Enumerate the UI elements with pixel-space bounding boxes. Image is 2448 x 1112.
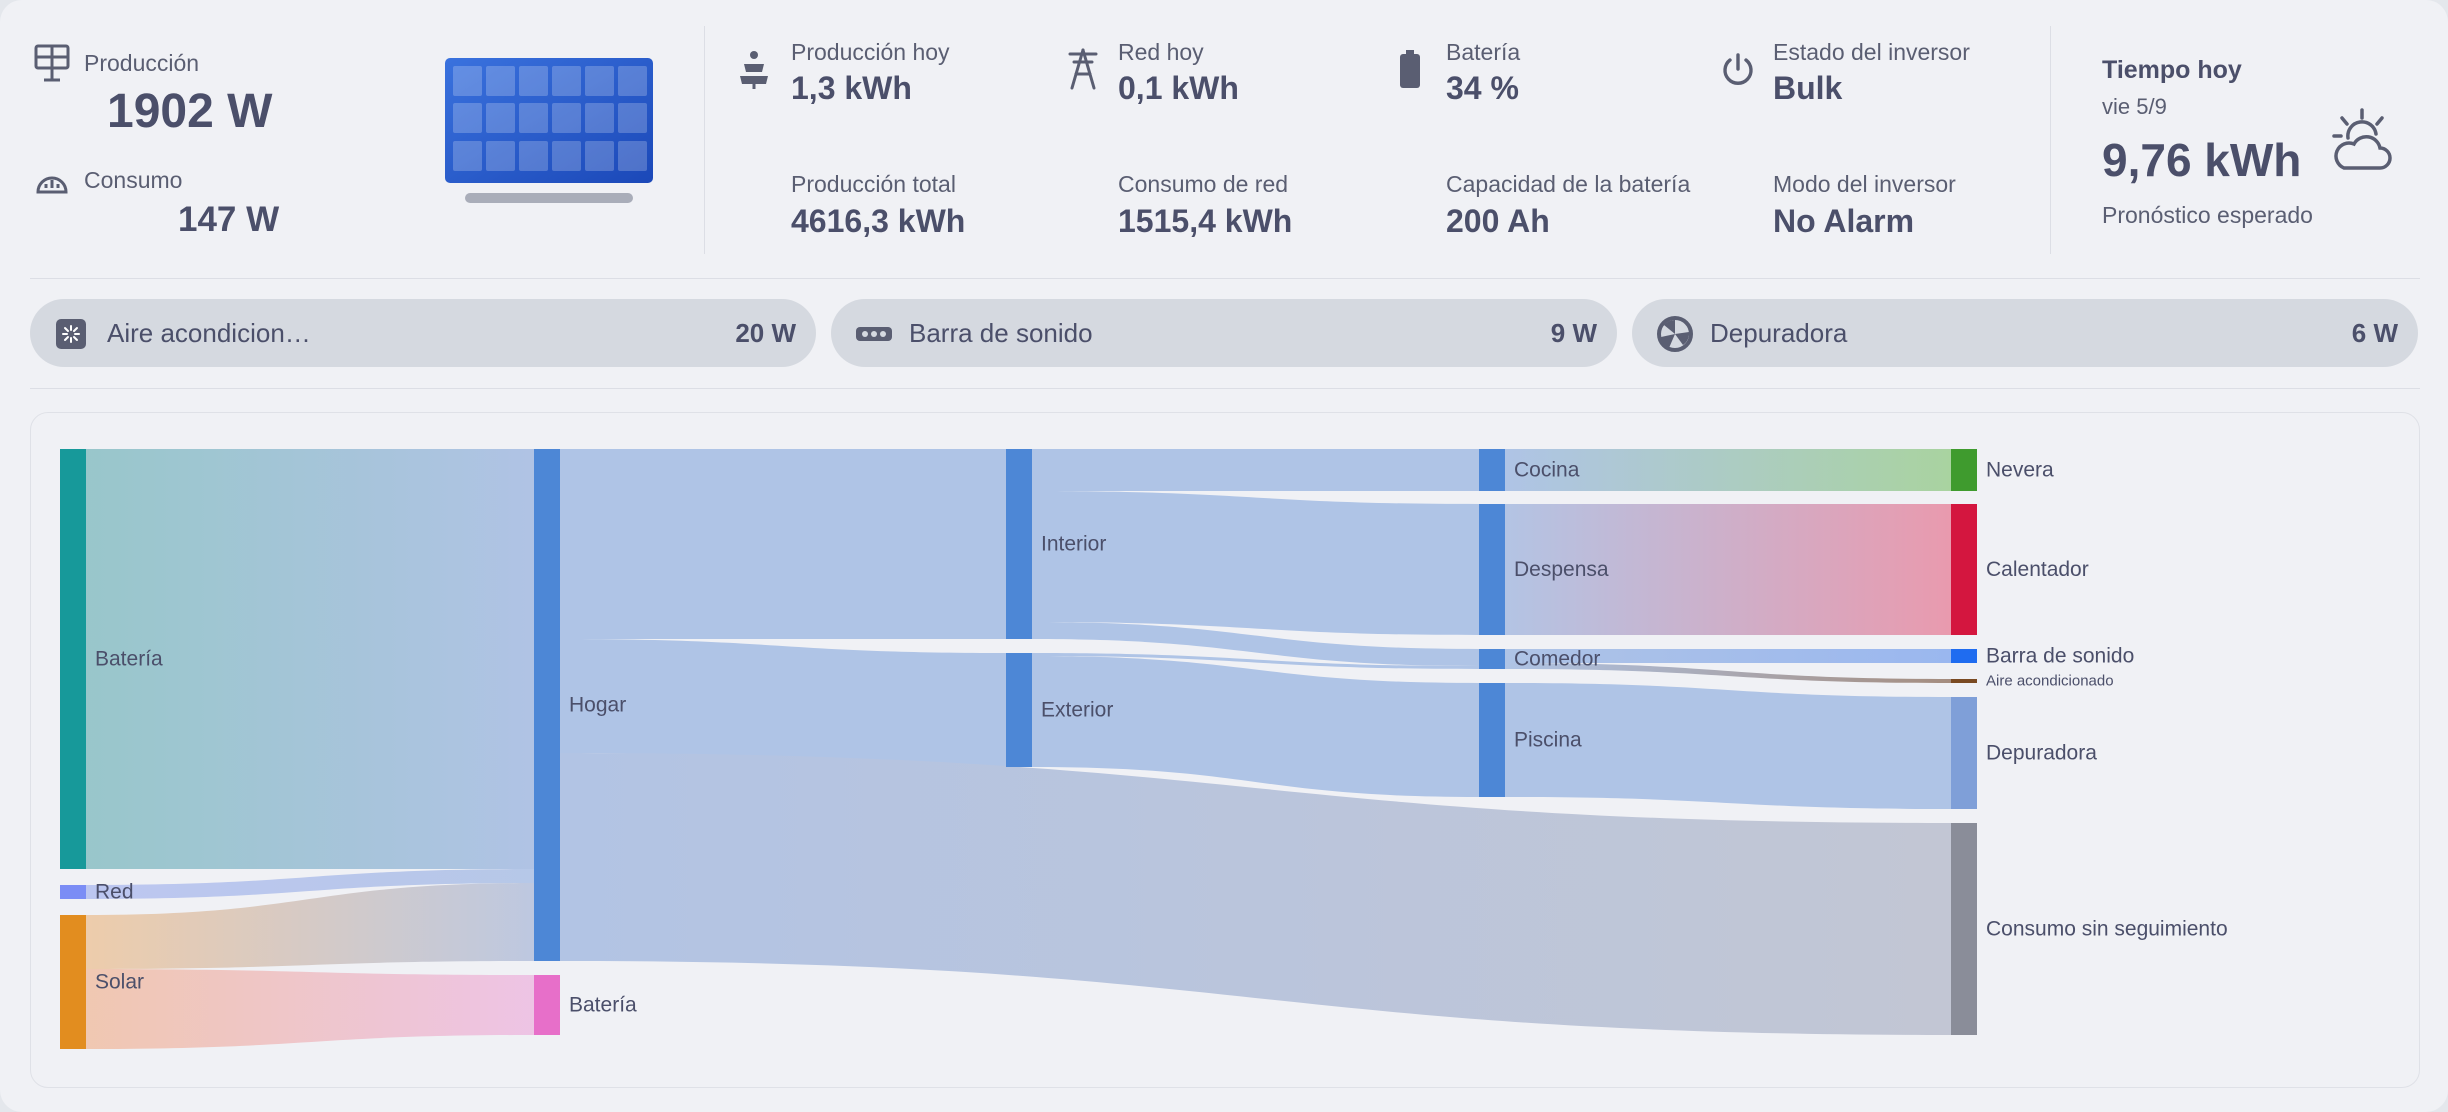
sankey-link-exterior-piscina bbox=[1032, 656, 1479, 797]
sankey-label-bat_src: Batería bbox=[95, 648, 163, 671]
chip-value: 6 W bbox=[2351, 318, 2398, 348]
sankey-label-calentador: Calentador bbox=[1986, 558, 2089, 581]
sankey-label-barra: Barra de sonido bbox=[1986, 645, 2134, 668]
sankey-node-solar[interactable] bbox=[60, 915, 86, 1049]
sankey-node-bat_src[interactable] bbox=[60, 449, 86, 869]
sankey-node-nevera[interactable] bbox=[1951, 449, 1977, 491]
solar-tower-icon bbox=[740, 51, 768, 89]
sankey-label-red: Red bbox=[95, 881, 134, 904]
sankey-link-hogar-sin_seg bbox=[560, 753, 1951, 1035]
sankey-label-cocina: Cocina bbox=[1514, 459, 1580, 482]
solar-panel-illustration bbox=[445, 58, 653, 203]
sankey-link-despensa-calentador bbox=[1505, 504, 1951, 635]
device-chip-air-conditioner[interactable]: Aire acondicion… 20 W bbox=[30, 299, 816, 367]
sankey-label-sin_seg: Consumo sin seguimiento bbox=[1986, 918, 2228, 941]
sankey-node-interior[interactable] bbox=[1006, 449, 1032, 639]
sankey-label-piscina: Piscina bbox=[1514, 729, 1582, 752]
sankey-label-depuradora: Depuradora bbox=[1986, 742, 2097, 765]
soundbar-icon bbox=[856, 327, 892, 341]
stat-label: Producción total bbox=[791, 171, 956, 197]
sankey-link-interior-despensa bbox=[1032, 491, 1479, 635]
chip-name: Barra de sonido bbox=[909, 318, 1093, 348]
sankey-label-interior: Interior bbox=[1041, 533, 1106, 556]
battery-icon bbox=[1400, 50, 1420, 88]
sankey-node-bat_dst[interactable] bbox=[534, 975, 560, 1035]
sankey-node-depuradora[interactable] bbox=[1951, 697, 1977, 809]
sankey-link-solar-bat_dst bbox=[86, 969, 534, 1049]
energy-sankey-card: Batería Red Solar Hogar Batería Interior Exter… bbox=[30, 412, 2420, 1088]
sankey-node-cocina[interactable] bbox=[1479, 449, 1505, 491]
solar-panel-icon bbox=[34, 44, 70, 82]
sankey-label-hogar: Hogar bbox=[569, 694, 626, 717]
sankey-node-aire[interactable] bbox=[1951, 679, 1977, 683]
pool-pump-icon bbox=[1657, 316, 1693, 352]
weather-caption: Pronóstico esperado bbox=[2102, 202, 2313, 228]
stat-label: Batería bbox=[1446, 39, 1521, 65]
energy-sankey-diagram: Batería Red Solar Hogar Batería Interior Exter… bbox=[60, 449, 2228, 1049]
sankey-node-piscina[interactable] bbox=[1479, 683, 1505, 797]
weather-value: 9,76 kWh bbox=[2102, 134, 2302, 186]
stat-value: 200 Ah bbox=[1446, 203, 1550, 239]
sankey-label-exterior: Exterior bbox=[1041, 699, 1113, 722]
device-chip-soundbar[interactable]: Barra de sonido 9 W bbox=[831, 299, 1617, 367]
sankey-label-comedor: Comedor bbox=[1514, 648, 1600, 671]
production-value: 1902 W bbox=[107, 85, 273, 138]
stat-value: 0,1 kWh bbox=[1118, 70, 1239, 106]
sankey-node-red[interactable] bbox=[60, 885, 86, 899]
sankey-link-solar-hogar bbox=[86, 883, 534, 969]
stat-label: Red hoy bbox=[1118, 39, 1204, 65]
sankey-label-bat_dst: Batería bbox=[569, 994, 637, 1017]
stat-label: Modo del inversor bbox=[1773, 171, 1956, 197]
sankey-link-exterior-comedor bbox=[1032, 653, 1479, 669]
sankey-node-sin_seg[interactable] bbox=[1951, 823, 1977, 1035]
partly-cloudy-icon bbox=[2332, 108, 2392, 170]
sankey-node-calentador[interactable] bbox=[1951, 504, 1977, 635]
device-chip-pool-pump[interactable]: Depuradora 6 W bbox=[1632, 299, 2418, 367]
transmission-tower-icon bbox=[1068, 48, 1098, 90]
sankey-link-cocina-nevera bbox=[1505, 449, 1951, 491]
sankey-link-red-hogar bbox=[86, 869, 534, 899]
sankey-link-interior-cocina bbox=[1032, 449, 1479, 491]
sankey-label-aire: Aire acondicionado bbox=[1986, 673, 2114, 690]
meter-icon bbox=[36, 176, 68, 194]
consumption-value: 147 W bbox=[178, 200, 280, 239]
chip-value: 9 W bbox=[1550, 318, 1597, 348]
stat-label: Capacidad de la batería bbox=[1446, 171, 1691, 197]
sankey-link-hogar-interior bbox=[560, 449, 1006, 639]
sankey-node-despensa[interactable] bbox=[1479, 504, 1505, 635]
power-icon bbox=[1723, 53, 1753, 85]
sankey-node-hogar[interactable] bbox=[534, 449, 560, 961]
sankey-link-bat_src-hogar bbox=[86, 449, 534, 869]
weather-title: Tiempo hoy bbox=[2102, 56, 2242, 84]
sankey-node-barra[interactable] bbox=[1951, 649, 1977, 663]
stat-value: No Alarm bbox=[1773, 203, 1915, 239]
stat-label: Producción hoy bbox=[791, 39, 950, 65]
sankey-label-solar: Solar bbox=[95, 971, 144, 994]
chip-name: Depuradora bbox=[1710, 318, 1848, 348]
stat-label: Estado del inversor bbox=[1773, 39, 1970, 65]
chip-value: 20 W bbox=[735, 318, 796, 348]
production-label: Producción bbox=[84, 50, 200, 76]
sankey-link-piscina-depuradora bbox=[1505, 683, 1951, 809]
sankey-node-comedor[interactable] bbox=[1479, 649, 1505, 669]
stat-value: 34 % bbox=[1446, 70, 1519, 106]
sankey-label-despensa: Despensa bbox=[1514, 558, 1609, 581]
stat-value: 4616,3 kWh bbox=[791, 203, 966, 239]
stat-value: 1,3 kWh bbox=[791, 70, 912, 106]
consumption-label: Consumo bbox=[84, 167, 183, 193]
sankey-link-hogar-exterior bbox=[560, 639, 1006, 767]
stat-value: Bulk bbox=[1773, 70, 1843, 106]
chip-name: Aire acondicion… bbox=[107, 318, 311, 348]
stat-value: 1515,4 kWh bbox=[1118, 203, 1293, 239]
sankey-label-nevera: Nevera bbox=[1986, 459, 2054, 482]
weather-date: vie 5/9 bbox=[2102, 94, 2167, 119]
sankey-link-comedor-barra bbox=[1505, 649, 1951, 663]
sankey-link-interior-comedor bbox=[1032, 622, 1479, 666]
stat-label: Consumo de red bbox=[1118, 171, 1289, 197]
air-conditioner-icon bbox=[56, 319, 86, 349]
sankey-node-exterior[interactable] bbox=[1006, 653, 1032, 767]
sankey-link-comedor-aire bbox=[1505, 663, 1951, 683]
